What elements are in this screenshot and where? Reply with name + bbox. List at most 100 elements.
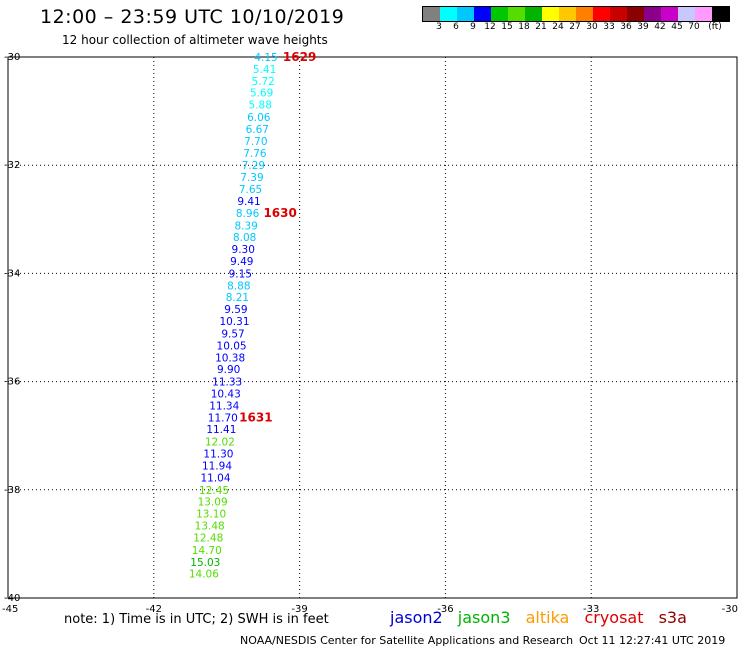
swh-value: 8.96: [236, 208, 260, 220]
swh-value: 5.88: [249, 100, 272, 112]
legend-label: 42: [654, 22, 666, 32]
legend-swatch: [610, 7, 627, 21]
x-tick-label: -42: [146, 604, 162, 615]
legend-label: 18: [518, 22, 530, 32]
swh-value: 9.90: [217, 364, 240, 376]
legend-swatch: [440, 7, 457, 21]
legend-label: 39: [637, 22, 649, 32]
legend-swatch: [678, 7, 695, 21]
swh-value: 4.15: [254, 52, 277, 64]
legend-label: 3: [436, 22, 442, 32]
color-scale-legend: [422, 6, 730, 22]
swh-value: 8.21: [226, 292, 249, 304]
swh-value: 11.33: [212, 377, 242, 389]
y-tick-label: -32: [4, 160, 20, 171]
legend-label: 15: [501, 22, 513, 32]
legend-swatch: [423, 7, 440, 21]
swh-value: 11.94: [202, 460, 232, 472]
swh-value: 8.08: [233, 232, 256, 244]
page-subtitle: 12 hour collection of altimeter wave hei…: [62, 33, 328, 47]
time-label: 1630: [263, 206, 296, 220]
swh-value: 5.41: [253, 64, 276, 76]
legend-swatch: [491, 7, 508, 21]
generated-timestamp: Oct 11 12:27:41 UTC 2019: [579, 634, 726, 647]
legend-label: 45: [671, 22, 683, 32]
legend-swatch: [644, 7, 661, 21]
swh-value: 12.45: [199, 485, 229, 497]
swh-value: 8.88: [227, 280, 250, 292]
legend-label: 9: [470, 22, 476, 32]
swh-value: 12.48: [193, 532, 223, 544]
swh-value: 11.30: [203, 449, 233, 461]
swh-value: 6.06: [247, 112, 271, 124]
satellite-jason2: jason2: [390, 608, 443, 627]
swh-value: 13.10: [196, 509, 226, 521]
legend-label: (ft): [708, 22, 722, 32]
swh-value: 6.67: [246, 124, 269, 136]
legend-swatch: [457, 7, 474, 21]
y-tick-label: -36: [4, 377, 20, 388]
swh-value: 10.05: [217, 340, 247, 352]
legend-label: 12: [484, 22, 496, 32]
legend-swatch: [661, 7, 678, 21]
swh-value: 5.72: [251, 76, 274, 88]
x-tick-label: -36: [437, 604, 453, 615]
swh-value: 8.39: [234, 220, 257, 232]
plot-frame: [7, 56, 738, 599]
satellite-jason3: jason3: [457, 608, 511, 627]
satellite-cryosat: cryosat: [584, 608, 644, 627]
swh-value: 7.39: [240, 172, 263, 184]
swh-value: 7.29: [242, 160, 265, 172]
satellite-altika: altika: [525, 608, 570, 627]
satellite-legend: jason2 jason3 altika cryosat s3a: [390, 608, 697, 627]
legend-label: 36: [620, 22, 632, 32]
swh-value: 13.09: [198, 497, 228, 509]
footer-note: note: 1) Time is in UTC; 2) SWH is in fe…: [64, 612, 329, 627]
legend-label: 6: [453, 22, 459, 32]
swh-value: 14.70: [192, 545, 222, 557]
time-label: 1631: [239, 410, 272, 424]
swh-value: 9.57: [221, 328, 244, 340]
page-title: 12:00 – 23:59 UTC 10/10/2019: [40, 6, 345, 28]
legend-swatch: [593, 7, 610, 21]
y-tick-label: -40: [4, 593, 20, 604]
legend-swatch: [576, 7, 593, 21]
satellite-s3a: s3a: [658, 608, 687, 627]
legend-label: 33: [603, 22, 615, 32]
y-tick-label: -38: [4, 485, 20, 496]
swh-value: 13.48: [195, 521, 225, 533]
swh-value: 11.34: [209, 400, 239, 412]
corner-label-left: -45: [2, 604, 18, 615]
legend-label: 27: [569, 22, 581, 32]
legend-swatch: [508, 7, 525, 21]
swh-value: 12.02: [205, 437, 235, 449]
legend-swatch: [559, 7, 576, 21]
x-tick-label: -39: [291, 604, 307, 615]
legend-swatch: [712, 7, 729, 21]
swh-value: 11.41: [206, 424, 236, 436]
legend-label: 70: [688, 22, 700, 32]
swh-value: 7.76: [243, 148, 267, 160]
swh-value: 14.06: [189, 569, 219, 581]
legend-label: 21: [535, 22, 547, 32]
legend-label: 30: [586, 22, 598, 32]
swh-value: 9.41: [237, 196, 260, 208]
color-scale-labels: 3 6 9 12 15 18 21 24 27 30 33 36 39 42 45 70 (ft): [422, 22, 740, 36]
swh-value: 9.59: [224, 304, 247, 316]
legend-label: 24: [552, 22, 564, 32]
time-label: 1629: [283, 50, 316, 64]
swh-value: 15.03: [190, 557, 220, 569]
swh-value: 9.49: [230, 256, 253, 268]
legend-swatch: [474, 7, 491, 21]
swh-value: 9.30: [232, 244, 255, 256]
swh-value: 10.31: [219, 316, 249, 328]
legend-swatch: [695, 7, 712, 21]
swh-value: 7.70: [244, 136, 267, 148]
legend-swatch: [542, 7, 559, 21]
legend-swatch: [525, 7, 542, 21]
y-tick-label: -30: [4, 52, 20, 63]
y-tick-label: -34: [4, 268, 20, 279]
corner-label-right: -30: [722, 604, 738, 615]
credit-line: NOAA/NESDIS Center for Satellite Applica…: [240, 634, 574, 647]
